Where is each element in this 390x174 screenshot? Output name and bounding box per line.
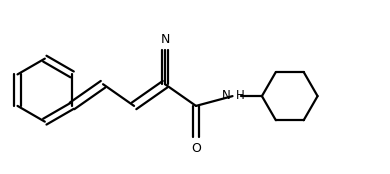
Text: N: N <box>222 89 230 102</box>
Text: N: N <box>160 33 170 46</box>
Text: H: H <box>236 89 245 102</box>
Text: O: O <box>191 142 201 155</box>
